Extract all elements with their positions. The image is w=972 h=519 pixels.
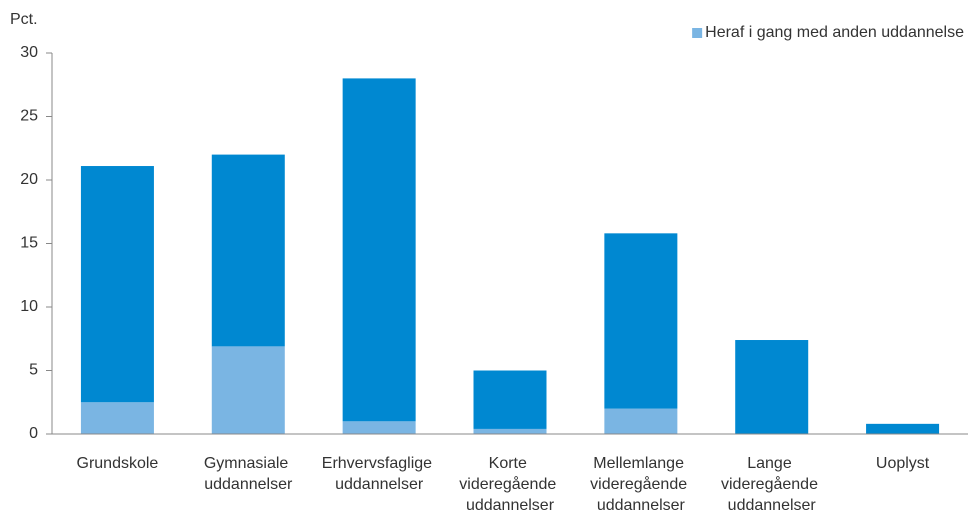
y-tick-label: 15 (20, 235, 38, 252)
bar-segment (342, 78, 416, 422)
legend-label: Heraf i gang med anden uddannelse (705, 24, 964, 41)
bar-segment (80, 402, 154, 434)
x-tick-label: Gymnasiale uddannelser (204, 455, 293, 493)
bar-segment (80, 166, 154, 403)
bar-segment (604, 233, 678, 409)
y-tick-label: 0 (29, 425, 38, 442)
x-tick-label: Erhvervsfaglige uddannelser (322, 455, 437, 493)
y-tick-label: 25 (20, 108, 38, 125)
bar-segment (342, 421, 416, 434)
x-tick-label: Lange videregående uddannelser (721, 455, 822, 514)
bar-segment (211, 154, 285, 347)
bar-segment (604, 408, 678, 434)
bar-segment (473, 428, 547, 434)
bar-segment (473, 370, 547, 429)
bar-segment (735, 340, 809, 434)
x-tick-label: Mellemlange videregående uddannelser (590, 455, 691, 514)
bar-segment (866, 423, 940, 434)
y-axis-label: Pct. (10, 11, 38, 28)
x-tick-label: Uoplyst (876, 455, 930, 472)
bar-segment (211, 346, 285, 434)
y-tick-label: 20 (20, 171, 38, 188)
x-tick-label: Korte videregående uddannelser (459, 455, 560, 514)
y-tick-label: 30 (20, 44, 38, 61)
x-tick-label: Grundskole (77, 455, 159, 472)
y-tick-label: 10 (20, 298, 38, 315)
y-tick-label: 5 (29, 362, 38, 379)
legend-swatch (692, 28, 703, 38)
